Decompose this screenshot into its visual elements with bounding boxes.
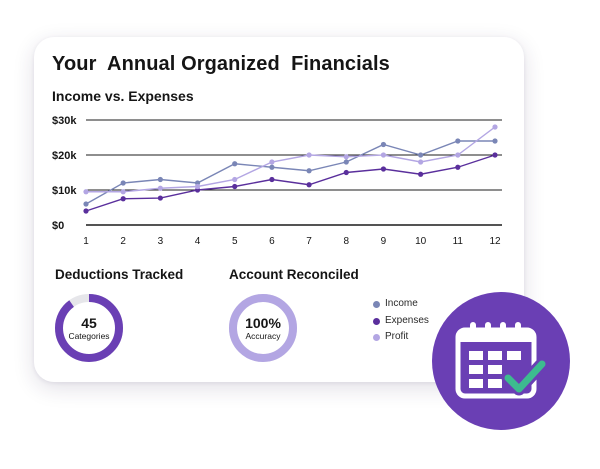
chart-legend: Income Expenses Profit	[373, 297, 429, 347]
data-point-expenses	[157, 195, 163, 201]
reconciled-caption: Accuracy	[245, 331, 281, 341]
page-title: Your Annual Organized Financials	[52, 53, 390, 75]
legend-item-income: Income	[373, 297, 418, 313]
x-tick-label: 3	[158, 236, 164, 247]
data-point-profit	[194, 183, 201, 190]
y-tick-label: $30k	[52, 115, 77, 127]
legend-dot-income	[373, 301, 380, 308]
chart-title: Income vs. Expenses	[52, 88, 194, 104]
data-point-profit	[83, 189, 89, 195]
data-point-profit	[269, 159, 275, 165]
legend-dot-expenses	[373, 317, 380, 325]
data-point-income	[455, 138, 461, 144]
deductions-caption: Categories	[68, 331, 110, 341]
legend-dot-profit	[373, 334, 380, 341]
data-point-profit	[232, 176, 238, 183]
data-point-income	[343, 159, 349, 165]
deductions-value: 45	[81, 315, 97, 331]
legend-label-profit: Profit	[385, 331, 409, 342]
legend-item-profit: Profit	[373, 330, 408, 346]
legend-label-income: Income	[385, 298, 418, 309]
data-point-income	[380, 141, 387, 148]
data-point-expenses	[380, 166, 387, 172]
series-line-expenses	[85, 154, 496, 212]
data-point-profit	[120, 189, 126, 195]
data-point-expenses	[418, 171, 424, 177]
data-point-income	[157, 176, 163, 183]
series-line-income	[85, 140, 495, 205]
data-point-expenses	[492, 152, 498, 158]
reconciled-ring	[229, 294, 297, 362]
data-point-income	[418, 152, 424, 158]
data-point-profit	[455, 152, 461, 158]
deductions-title: Deductions Tracked	[55, 267, 184, 282]
reconciled-ring-fill	[229, 294, 297, 362]
data-point-income	[492, 138, 498, 144]
y-tick-label: $20k	[52, 150, 77, 162]
data-point-expenses	[269, 176, 275, 183]
deductions-ring	[55, 294, 123, 362]
x-tick-label: 9	[381, 236, 387, 247]
legend-label-expenses: Expenses	[385, 314, 429, 326]
reconciled-title: Account Reconciled	[229, 267, 359, 282]
data-point-expenses	[232, 183, 238, 190]
calendar-check-icon	[455, 322, 549, 399]
x-tick-label: 11	[453, 236, 464, 247]
data-point-income	[120, 180, 126, 186]
data-point-profit	[492, 124, 498, 130]
data-point-expenses	[120, 196, 126, 202]
series-line-profit	[86, 126, 496, 193]
data-point-income	[232, 161, 238, 167]
data-point-profit	[418, 159, 424, 165]
x-tick-label: 10	[415, 236, 427, 247]
data-point-profit	[380, 152, 387, 158]
x-tick-label: 6	[269, 236, 275, 247]
y-tick-label: $0	[52, 220, 64, 232]
x-tick-label: 12	[489, 236, 501, 247]
data-point-expenses	[306, 182, 312, 188]
reconciled-value: 100%	[245, 315, 281, 331]
calendar-badge	[432, 292, 570, 430]
deductions-center: 45 Categories	[53, 315, 125, 342]
deductions-ring-fill	[55, 294, 123, 362]
data-point-expenses	[83, 208, 89, 214]
data-point-profit	[157, 185, 163, 191]
y-tick-label: $10k	[52, 185, 77, 197]
data-point-profit	[343, 154, 349, 160]
reconciled-center: 100% Accuracy	[227, 315, 299, 342]
legend-item-expenses: Expenses	[373, 314, 429, 330]
x-tick-label: 4	[195, 236, 201, 247]
data-point-income	[306, 168, 312, 174]
data-point-expenses	[343, 169, 349, 176]
data-point-income	[83, 201, 89, 207]
data-point-expenses	[455, 164, 461, 170]
x-tick-label: 2	[120, 236, 126, 247]
x-tick-label: 5	[232, 236, 238, 247]
x-tick-label: 7	[306, 236, 312, 247]
data-point-profit	[306, 152, 312, 158]
x-tick-label: 1	[83, 236, 89, 247]
x-tick-label: 8	[343, 236, 349, 247]
data-point-income	[269, 164, 275, 170]
